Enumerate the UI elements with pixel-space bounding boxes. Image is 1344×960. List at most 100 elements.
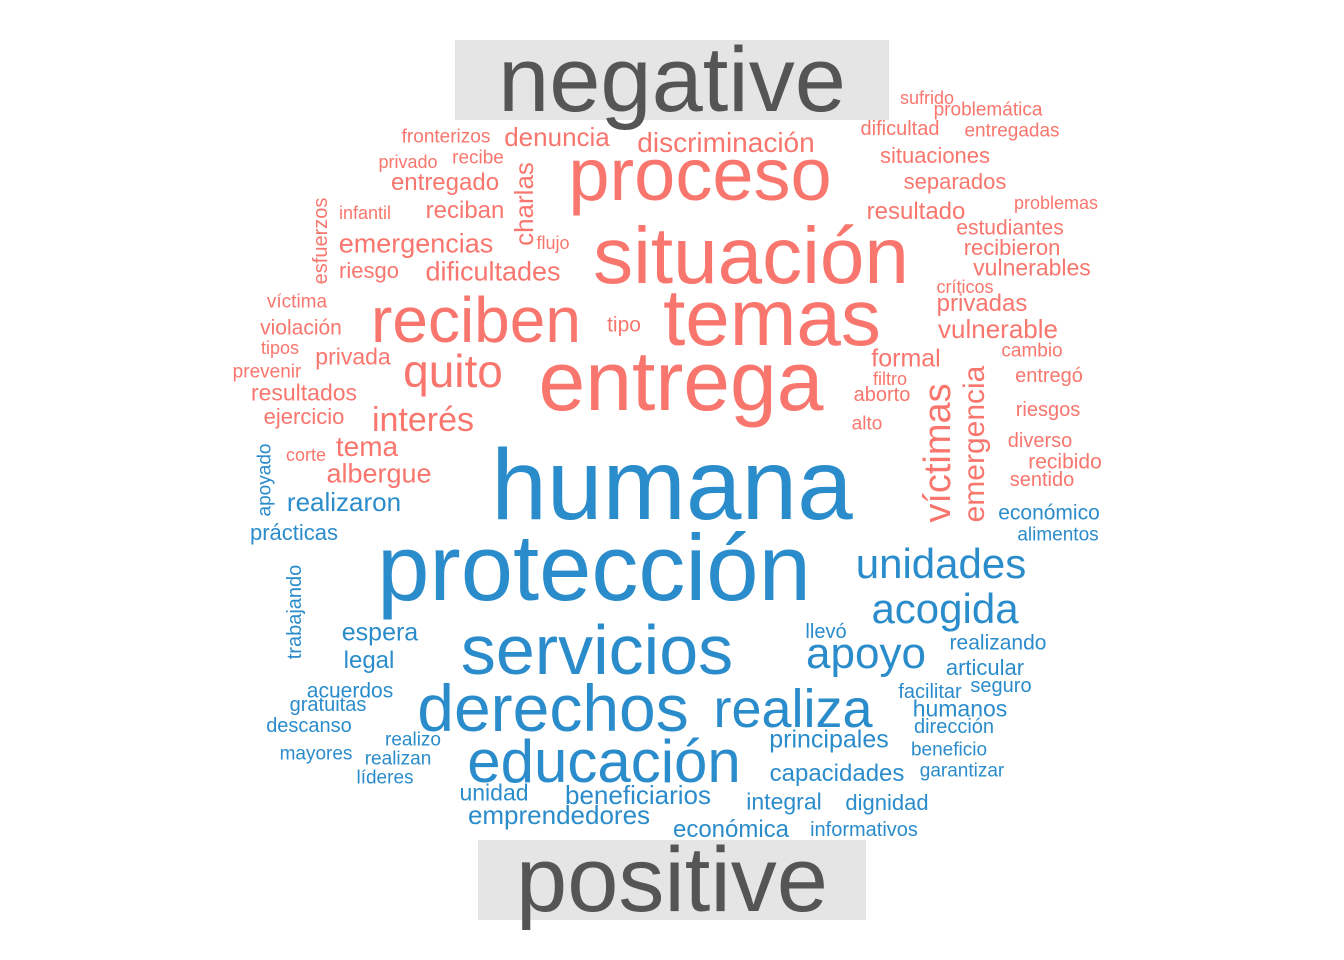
negative-word: riesgos xyxy=(1015,399,1081,421)
positive-word: capacidades xyxy=(769,760,905,787)
negative-word: albergue xyxy=(326,458,432,489)
negative-word: tipos xyxy=(260,338,300,358)
negative-word: dificultades xyxy=(425,256,561,287)
negative-word: aborto xyxy=(853,384,911,406)
negative-word: formal xyxy=(871,344,941,373)
negative-word: prevenir xyxy=(232,361,302,383)
negative-word: filtro xyxy=(872,369,908,389)
positive-word: derechos xyxy=(417,671,689,745)
negative-word: sufrido xyxy=(899,88,955,108)
positive-word: beneficiarios xyxy=(565,780,711,810)
positive-word: acogida xyxy=(871,585,1019,632)
positive-word: integral xyxy=(746,788,822,815)
positive-group-label: positive xyxy=(478,834,866,926)
negative-word: corte xyxy=(285,445,327,465)
negative-word: resultados xyxy=(250,379,358,406)
negative-word: emergencia xyxy=(958,365,991,523)
positive-word: líderes xyxy=(356,767,414,789)
positive-word: articular xyxy=(945,655,1025,680)
negative-word: riesgo xyxy=(339,258,399,283)
negative-group-label: negative xyxy=(455,34,889,126)
negative-word: separados xyxy=(903,169,1007,194)
negative-word: vulnerables xyxy=(973,254,1091,281)
negative-word: estudiantes xyxy=(956,216,1064,240)
negative-word: recibido xyxy=(1028,450,1102,474)
negative-word: proceso xyxy=(568,133,832,216)
positive-word: mayores xyxy=(279,743,353,765)
negative-word: privada xyxy=(315,343,391,370)
negative-word: sentido xyxy=(1009,469,1075,491)
positive-word: trabajando xyxy=(284,564,306,660)
negative-word: víctima xyxy=(266,291,328,313)
negative-word: violación xyxy=(260,316,342,340)
negative-word: situaciones xyxy=(879,143,991,168)
positive-word: gratuitas xyxy=(289,694,367,716)
positive-word: beneficio xyxy=(910,739,988,761)
negative-word: infantil xyxy=(338,203,392,223)
negative-word: ejercicio xyxy=(263,404,345,429)
positive-word: garantizar xyxy=(919,760,1005,782)
negative-word: denuncia xyxy=(504,122,610,152)
positive-word: descanso xyxy=(266,715,352,737)
negative-word: recibe xyxy=(452,147,504,169)
negative-word: vulnerable xyxy=(938,314,1058,344)
positive-word: informativos xyxy=(810,819,918,841)
positive-word: apoyo xyxy=(806,629,926,678)
positive-word: apoyado xyxy=(254,443,276,517)
positive-word: realizaron xyxy=(286,487,402,517)
positive-word: dirección xyxy=(913,716,995,738)
negative-word: flujo xyxy=(536,233,570,253)
positive-word: facilitar xyxy=(898,681,962,703)
negative-word: resultado xyxy=(866,198,966,225)
positive-word: legal xyxy=(343,647,395,674)
positive-word: servicios xyxy=(460,611,734,689)
negative-word: problemática xyxy=(933,99,1043,121)
negative-word: reciban xyxy=(425,197,505,224)
positive-word: humana xyxy=(491,429,853,541)
negative-word: charlas xyxy=(509,162,539,246)
positive-word: protección xyxy=(377,515,811,620)
negative-word: entregado xyxy=(390,169,500,196)
negative-word: esfuerzos xyxy=(310,197,332,285)
negative-word: problemas xyxy=(1013,193,1099,213)
positive-word: económico xyxy=(998,501,1100,525)
positive-word: principales xyxy=(769,725,889,754)
positive-word: económica xyxy=(672,816,790,843)
positive-word: educación xyxy=(467,728,741,795)
positive-word: emprendedores xyxy=(467,800,651,830)
negative-word: alto xyxy=(851,413,883,435)
positive-word: prácticas xyxy=(249,520,339,545)
positive-word: realiza xyxy=(713,679,873,739)
negative-word: recibieron xyxy=(963,235,1061,260)
negative-word: entregadas xyxy=(964,120,1060,142)
positive-word: humanos xyxy=(912,695,1008,722)
positive-word: dignidad xyxy=(845,790,929,815)
positive-word: realizan xyxy=(364,748,432,770)
negative-word: privadas xyxy=(936,290,1028,317)
negative-word: tipo xyxy=(607,313,641,337)
negative-word: quito xyxy=(403,345,503,397)
negative-word: diverso xyxy=(1007,430,1073,452)
negative-word: entrega xyxy=(538,334,824,428)
negative-word: privado xyxy=(378,152,438,172)
negative-word: reciben xyxy=(371,284,581,356)
negative-word: emergencias xyxy=(338,228,494,259)
negative-word: entregó xyxy=(1015,365,1083,387)
negative-word: cambio xyxy=(1001,340,1063,362)
negative-word: víctimas xyxy=(917,383,959,523)
positive-word: llevó xyxy=(805,621,847,643)
negative-word: fronterizos xyxy=(401,126,491,148)
negative-word: interés xyxy=(371,401,475,439)
positive-word: seguro xyxy=(970,675,1032,697)
positive-word: alimentos xyxy=(1017,524,1099,546)
positive-word: acuerdos xyxy=(306,679,394,703)
negative-word: tema xyxy=(335,431,399,462)
positive-word: unidades xyxy=(855,540,1027,587)
positive-word: unidad xyxy=(459,779,529,806)
negative-word: dificultad xyxy=(860,118,940,140)
positive-word: espera xyxy=(341,618,419,647)
negative-word: situación xyxy=(593,211,909,300)
negative-word: críticos xyxy=(936,277,994,297)
positive-word: realizo xyxy=(385,729,441,751)
